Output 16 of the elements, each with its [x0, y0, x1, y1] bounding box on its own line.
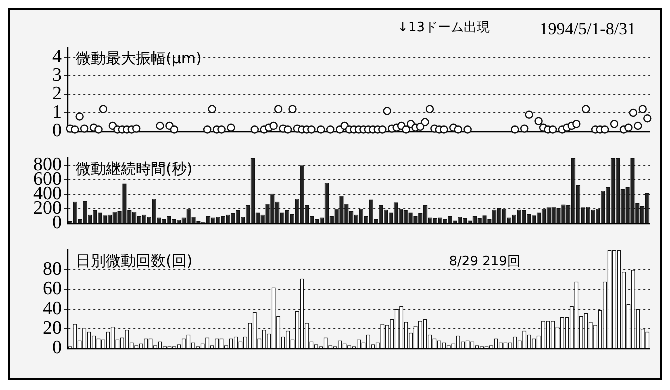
y-tick-label: 0 — [52, 338, 62, 359]
chart-title: 微動継続時間(秒) — [76, 160, 193, 178]
y-tick-label: 2 — [52, 83, 62, 104]
y-tick-label: 1 — [52, 102, 62, 124]
y-tick-label: 40 — [43, 298, 62, 320]
y-tick-label: 80 — [43, 259, 62, 280]
text: ↓13ドーム出現 — [398, 20, 490, 36]
text: 1994/5/1-8/31 — [540, 19, 636, 38]
y-tick-label: 20 — [43, 318, 62, 339]
y-tick-label: 4 — [52, 46, 62, 68]
annotation: 8/29 219回 — [449, 254, 520, 270]
y-tick-label: 60 — [43, 278, 62, 300]
chart-title: 日別微動回数(回) — [76, 252, 193, 270]
y-tick-label: 3 — [52, 64, 62, 86]
y-tick-label: 0 — [52, 120, 62, 142]
chart-title: 微動最大振幅(μm) — [76, 49, 202, 68]
